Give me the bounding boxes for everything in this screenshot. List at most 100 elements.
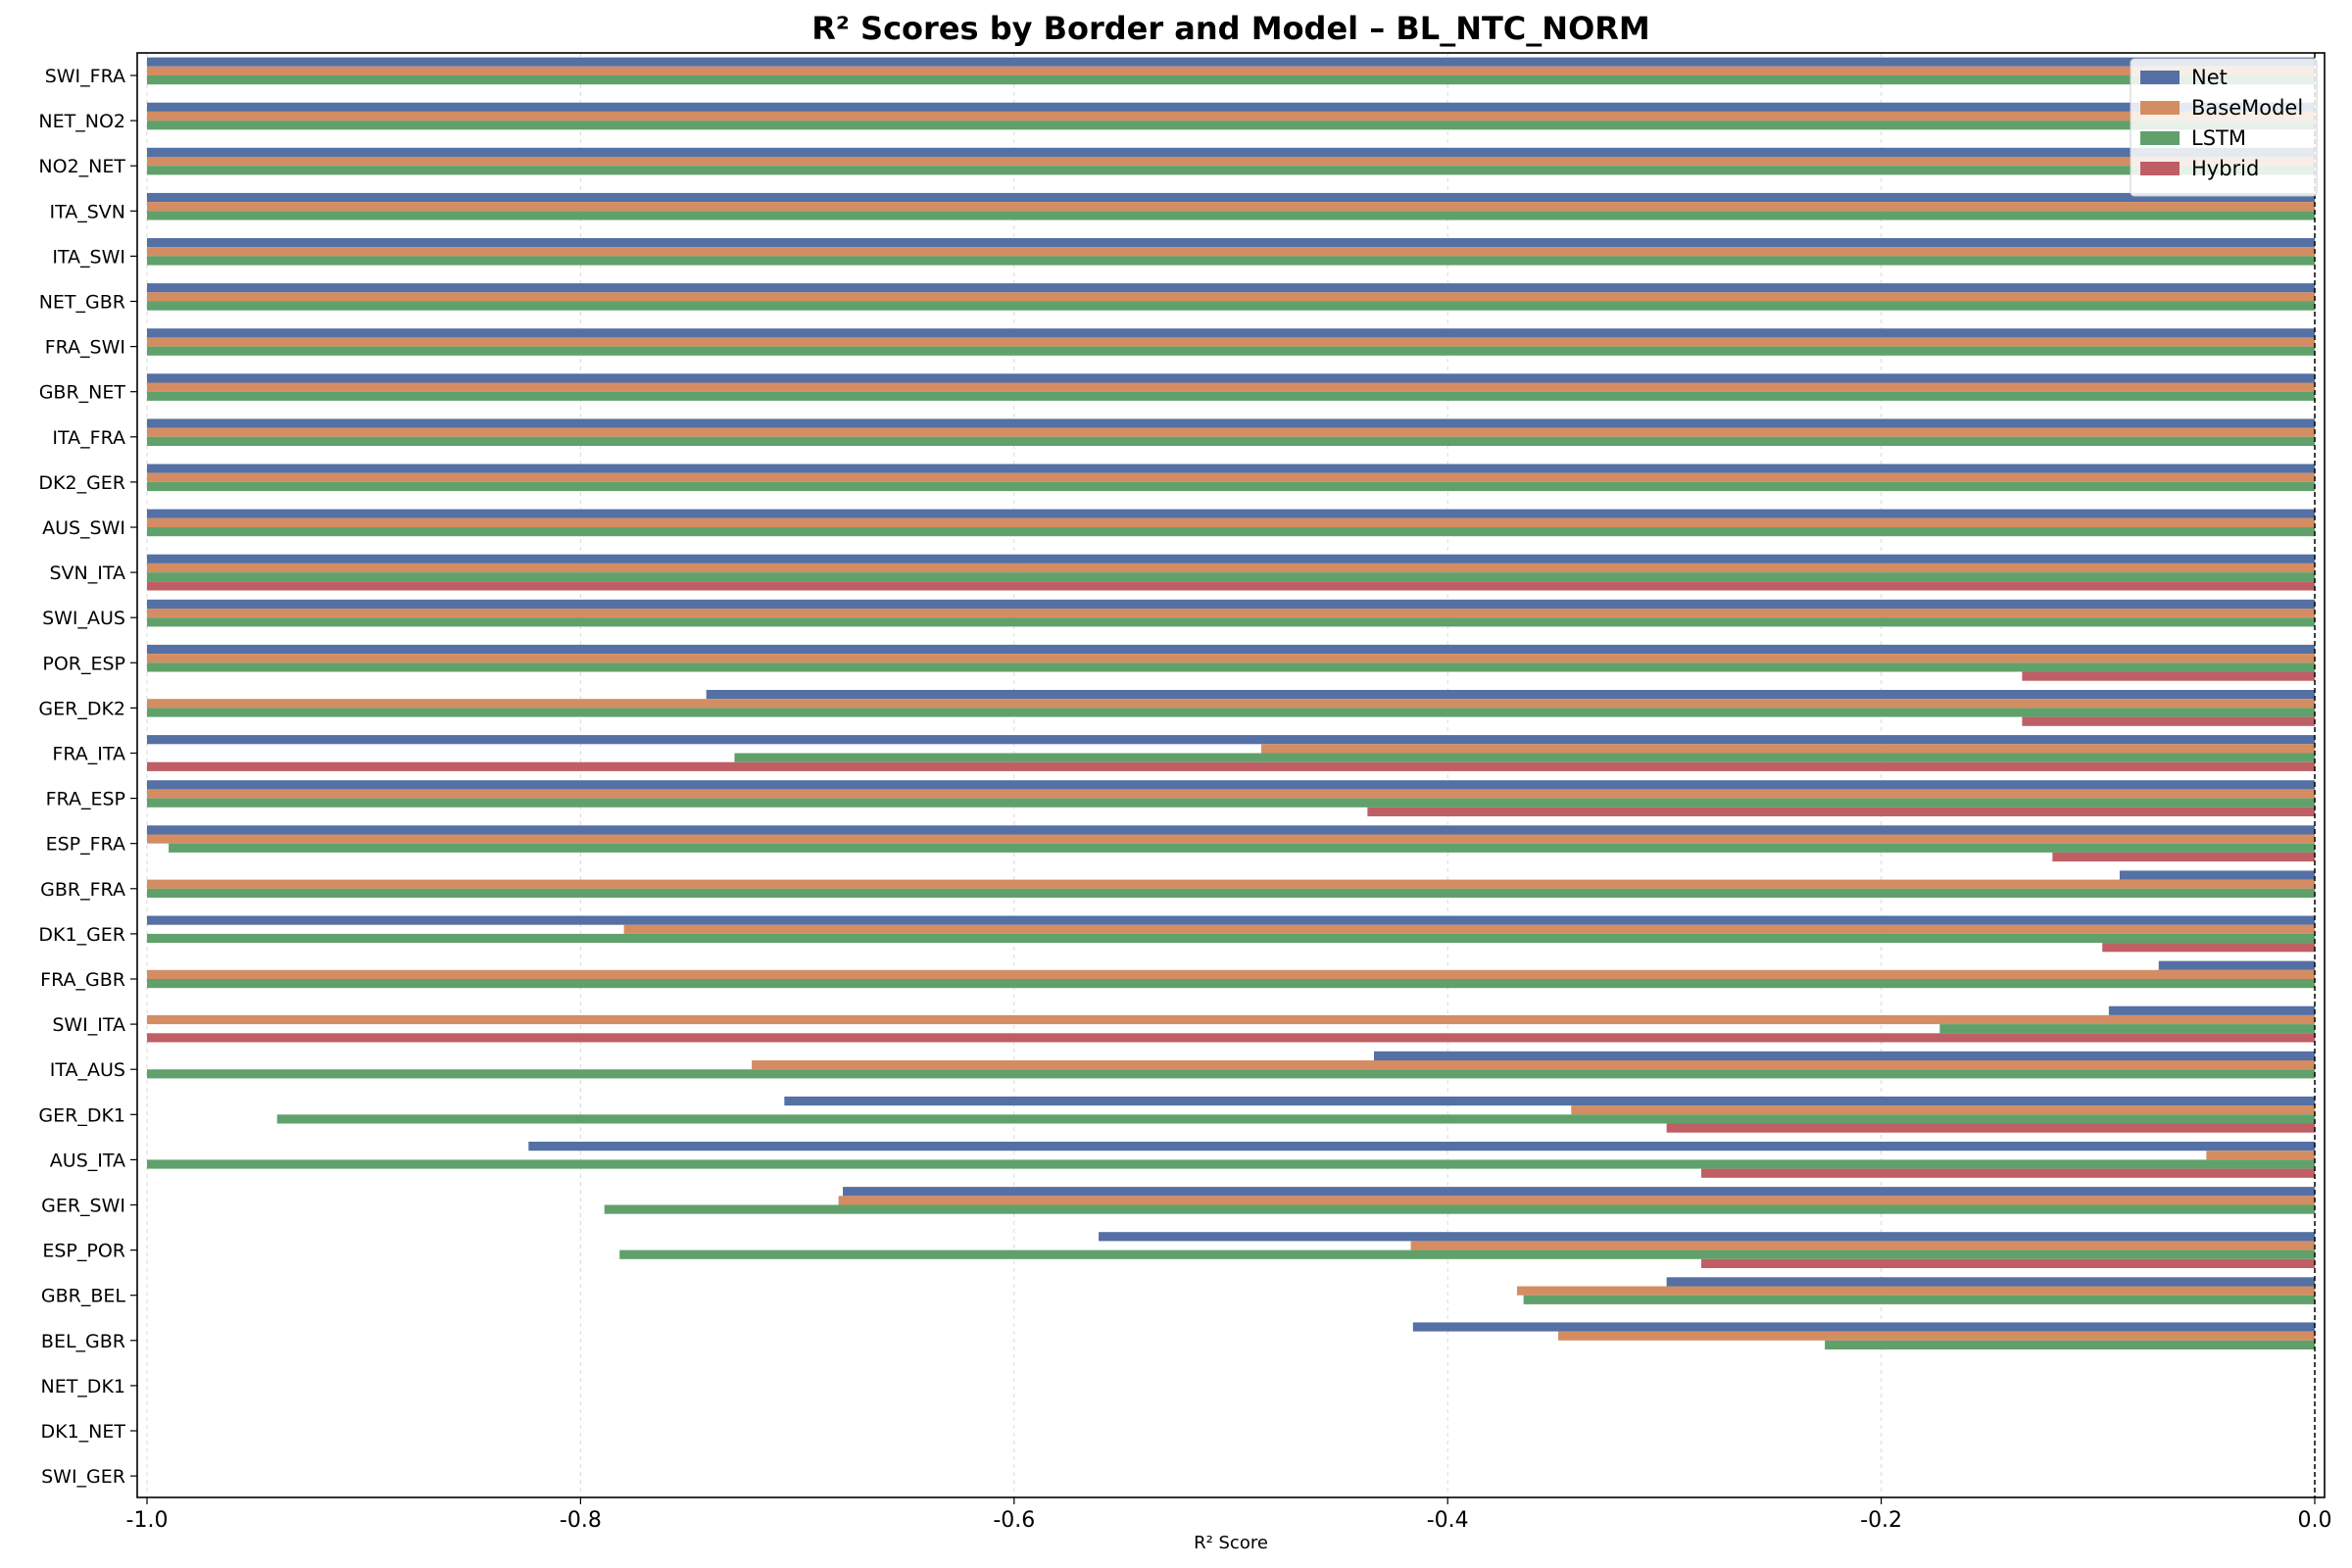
bar-net-ita_fra bbox=[147, 418, 2315, 428]
y-tick-label: FRA_ITA bbox=[52, 744, 125, 765]
y-tick-label: NO2_NET bbox=[38, 156, 125, 177]
bar-basemodel-no2_net bbox=[147, 157, 2315, 167]
bar-basemodel-bel_gbr bbox=[1558, 1331, 2315, 1341]
bar-net-swi_fra bbox=[147, 57, 2315, 67]
y-tick-label: GER_SWI bbox=[41, 1196, 125, 1217]
bar-basemodel-ger_swi bbox=[838, 1196, 2316, 1205]
bar-net-net_no2 bbox=[147, 102, 2315, 112]
plot-frame bbox=[136, 52, 2326, 1498]
bar-hybrid-aus_ita bbox=[1701, 1168, 2315, 1178]
bar-basemodel-esp_fra bbox=[147, 834, 2315, 844]
bar-lstm-aus_ita bbox=[147, 1159, 2315, 1169]
bar-lstm-dk2_ger bbox=[147, 481, 2315, 492]
bar-basemodel-swi_fra bbox=[147, 66, 2315, 75]
bar-basemodel-net_no2 bbox=[147, 111, 2315, 122]
y-tick-label: ITA_SWI bbox=[52, 246, 125, 268]
y-tick-label: ESP_POR bbox=[42, 1241, 125, 1262]
y-tick-label: SWI_AUS bbox=[42, 608, 125, 629]
legend-label-basemodel: BaseModel bbox=[2191, 96, 2303, 120]
y-tick-label: SWI_ITA bbox=[52, 1014, 125, 1036]
bar-lstm-aus_swi bbox=[147, 527, 2315, 537]
bar-basemodel-fra_esp bbox=[147, 789, 2315, 799]
bar-basemodel-ita_svn bbox=[147, 202, 2315, 212]
bar-lstm-bel_gbr bbox=[1825, 1340, 2315, 1349]
y-tick-label: POR_ESP bbox=[42, 653, 125, 674]
bar-lstm-swi_aus bbox=[147, 617, 2315, 627]
bar-net-swi_aus bbox=[147, 599, 2315, 609]
bar-basemodel-gbr_fra bbox=[147, 879, 2315, 889]
bars bbox=[147, 57, 2316, 1349]
bar-basemodel-swi_ita bbox=[147, 1014, 2315, 1025]
legend-swatch-net bbox=[2140, 71, 2180, 84]
y-tick-label: DK2_GER bbox=[38, 472, 125, 494]
x-tick-label: -0.2 bbox=[1860, 1508, 1902, 1533]
y-tick-label: GER_DK2 bbox=[38, 698, 125, 719]
y-tick-label: FRA_GBR bbox=[40, 969, 125, 991]
y-tick-label: NET_GBR bbox=[39, 292, 125, 314]
x-tick-label: -1.0 bbox=[126, 1508, 169, 1533]
bar-net-ita_svn bbox=[147, 192, 2315, 203]
chart-title: R² Scores by Border and Model – BL_NTC_N… bbox=[811, 10, 1650, 47]
y-tick-label: ESP_FRA bbox=[46, 834, 125, 856]
x-axis-label: R² Score bbox=[1194, 1533, 1268, 1553]
y-axis: SWI_FRA NET_NO2 NO2_NET ITA_SVN ITA_SWI NET_G… bbox=[38, 66, 137, 1488]
bar-lstm-ita_swi bbox=[147, 256, 2315, 266]
bar-net-svn_ita bbox=[147, 554, 2315, 564]
bar-net-por_esp bbox=[147, 644, 2315, 655]
bar-basemodel-aus_swi bbox=[147, 517, 2315, 527]
bar-lstm-por_esp bbox=[147, 662, 2315, 672]
bar-basemodel-svn_ita bbox=[147, 563, 2315, 573]
bar-net-bel_gbr bbox=[1412, 1322, 2315, 1332]
y-tick-label: AUS_SWI bbox=[42, 517, 125, 539]
x-tick-label: -0.6 bbox=[993, 1508, 1035, 1533]
bar-basemodel-dk2_ger bbox=[147, 472, 2315, 482]
legend-swatch-basemodel bbox=[2140, 101, 2180, 115]
y-tick-label: ITA_FRA bbox=[52, 427, 125, 449]
bar-basemodel-gbr_bel bbox=[1516, 1286, 2315, 1296]
bar-basemodel-fra_swi bbox=[147, 337, 2315, 347]
bar-lstm-dk1_ger bbox=[147, 933, 2315, 944]
y-tick-label: GBR_FRA bbox=[40, 879, 125, 901]
y-tick-label: GER_DK1 bbox=[38, 1104, 125, 1126]
bar-lstm-fra_ita bbox=[734, 753, 2315, 762]
y-tick-label: GBR_BEL bbox=[41, 1286, 125, 1307]
bar-net-ger_dk2 bbox=[706, 690, 2315, 700]
bar-basemodel-por_esp bbox=[147, 654, 2315, 663]
bar-lstm-esp_fra bbox=[169, 843, 2315, 853]
legend-swatch-lstm bbox=[2140, 131, 2180, 145]
x-axis: -1.0 -0.8 -0.6 -0.4 -0.2 0.0 bbox=[126, 1497, 2332, 1533]
bar-lstm-ger_swi bbox=[604, 1204, 2316, 1214]
legend-label-net: Net bbox=[2191, 66, 2228, 89]
bar-net-fra_gbr bbox=[2158, 960, 2315, 970]
bar-basemodel-dk1_ger bbox=[623, 924, 2315, 934]
bar-hybrid-esp_fra bbox=[2052, 852, 2315, 862]
bar-net-fra_esp bbox=[147, 780, 2315, 790]
legend-label-lstm: LSTM bbox=[2191, 126, 2246, 150]
bar-basemodel-ita_swi bbox=[147, 247, 2315, 257]
bar-lstm-net_no2 bbox=[147, 121, 2315, 130]
bar-basemodel-ita_aus bbox=[752, 1060, 2316, 1070]
bar-hybrid-dk1_ger bbox=[2102, 943, 2315, 953]
bar-net-ger_swi bbox=[843, 1187, 2315, 1197]
bar-net-net_gbr bbox=[147, 283, 2315, 293]
x-tick-label: -0.4 bbox=[1427, 1508, 1469, 1533]
bar-basemodel-ger_dk2 bbox=[147, 699, 2315, 709]
bar-net-fra_swi bbox=[147, 328, 2315, 338]
legend-label-hybrid: Hybrid bbox=[2191, 157, 2259, 180]
bar-lstm-fra_esp bbox=[147, 798, 2315, 808]
bar-net-ita_aus bbox=[1373, 1051, 2315, 1060]
y-tick-label: ITA_AUS bbox=[50, 1059, 125, 1081]
y-tick-label: FRA_SWI bbox=[45, 337, 125, 359]
y-tick-label: DK1_GER bbox=[38, 924, 125, 946]
y-tick-label: GBR_NET bbox=[39, 382, 126, 404]
y-tick-label: NET_NO2 bbox=[38, 111, 125, 132]
y-tick-label: DK1_NET bbox=[40, 1421, 125, 1443]
bar-lstm-ger_dk2 bbox=[147, 708, 2315, 717]
bar-net-aus_swi bbox=[147, 509, 2315, 518]
bar-lstm-ita_fra bbox=[147, 436, 2315, 446]
bar-hybrid-ger_dk1 bbox=[1666, 1123, 2315, 1133]
bar-lstm-ita_svn bbox=[147, 211, 2315, 220]
bar-hybrid-por_esp bbox=[2022, 671, 2315, 681]
bar-basemodel-ita_fra bbox=[147, 427, 2315, 437]
